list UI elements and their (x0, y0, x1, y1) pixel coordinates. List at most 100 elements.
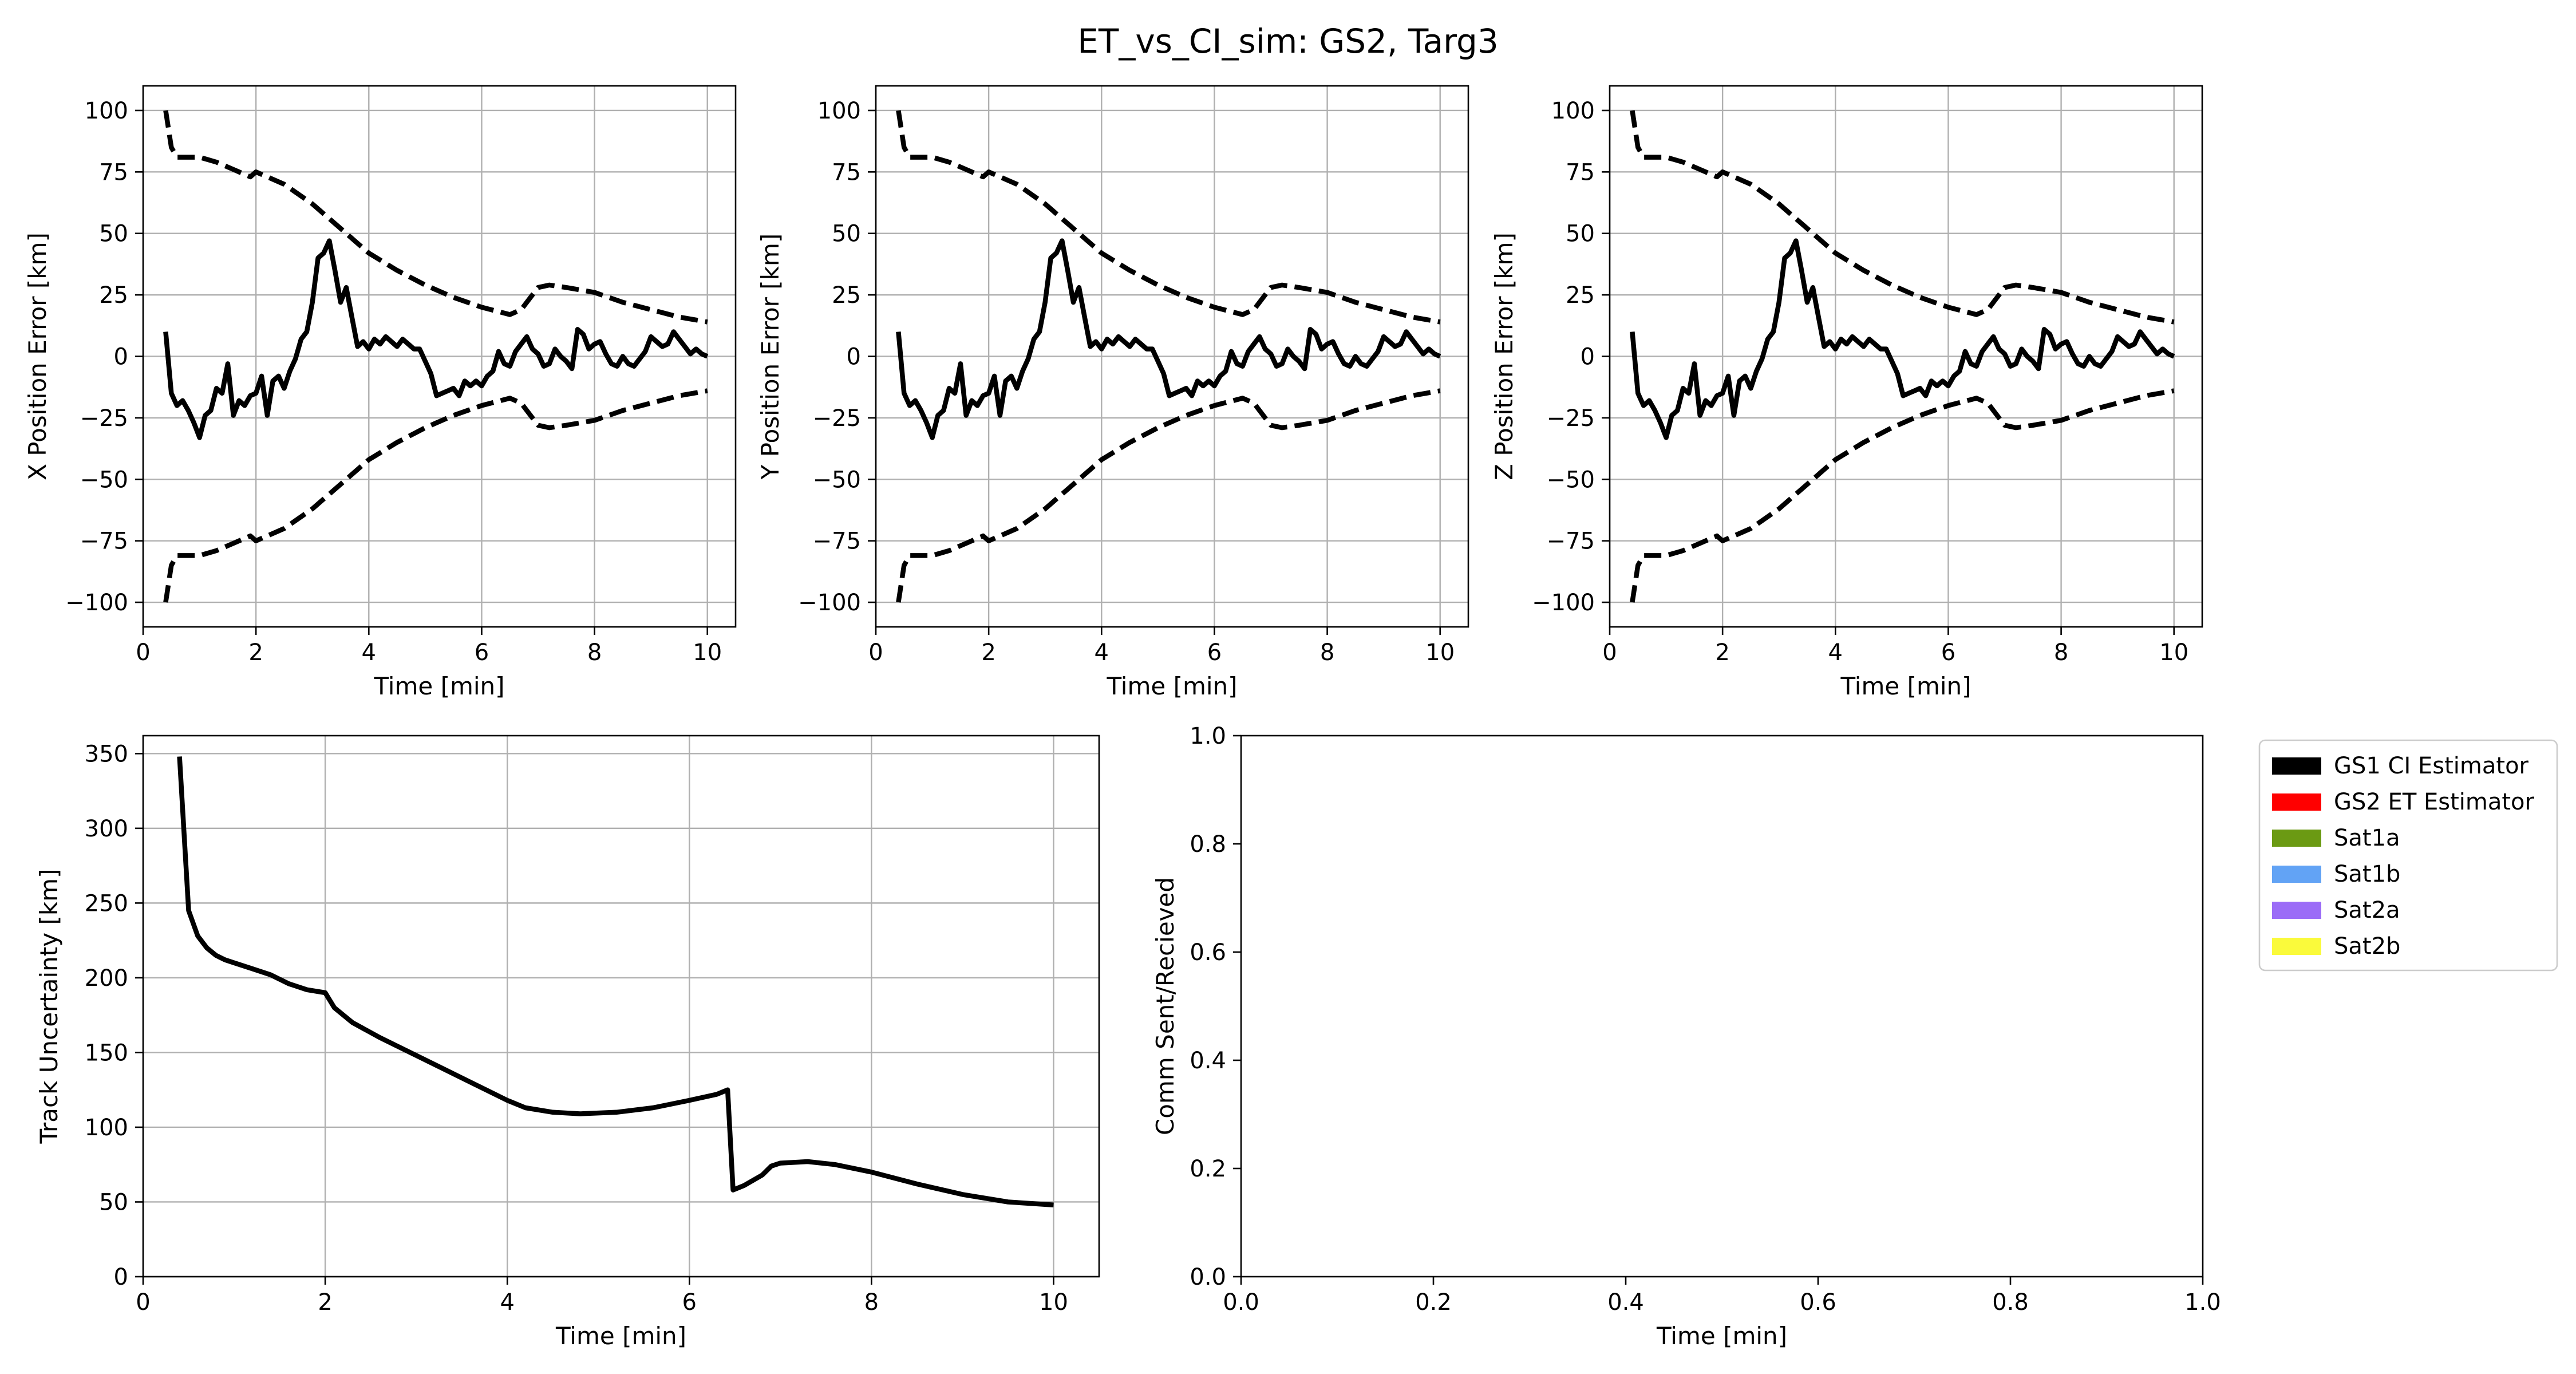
legend-swatch (2272, 757, 2321, 775)
y-tick-label: 50 (99, 221, 128, 247)
lower-bound-line (896, 388, 1441, 603)
y-tick-label: 25 (832, 282, 861, 309)
y-tick-label: −25 (80, 405, 128, 432)
legend-frame (2258, 739, 2558, 972)
x-tick-label: 6 (475, 639, 489, 666)
y-tick-label: 50 (99, 1189, 128, 1215)
y-tick-label: 150 (85, 1040, 128, 1066)
figure-title: ET_vs_CI_sim: GS2, Targ3 (1077, 22, 1498, 61)
y-tick-label: 200 (85, 965, 128, 992)
legend-label: GS1 CI Estimator (2334, 753, 2529, 779)
x-tick-label: 2 (318, 1289, 332, 1316)
legend-swatch (2272, 830, 2321, 847)
y-tick-label: 0.4 (1190, 1048, 1226, 1074)
x-tick-label: 2 (248, 639, 263, 666)
y-tick-label: 100 (1551, 98, 1595, 124)
x-tick-label: 0.4 (1607, 1289, 1644, 1316)
x-tick-label: 0.0 (1223, 1289, 1259, 1316)
y-tick-label: 300 (85, 816, 128, 842)
x-tick-label: 0 (868, 639, 883, 666)
y-tick-label: −100 (798, 590, 861, 616)
y-position-error-panel: 0 2 4 6 8 10 100 75 50 25 0 −25 −50 −75 −100 Time [min]… (756, 85, 1469, 700)
x-tick-label: 1.0 (2184, 1289, 2221, 1316)
y-tick-label: 250 (85, 890, 128, 917)
x-tick-label: 2 (981, 639, 995, 666)
y-tick-label: −100 (1532, 590, 1595, 616)
x-tick-label: 6 (682, 1289, 697, 1316)
x-tick-label: 10 (1039, 1289, 1068, 1316)
x-axis-label: Time [min] (555, 1322, 686, 1350)
y-axis-label: Comm Sent/Recieved (1151, 877, 1179, 1135)
y-axis-label: Z Position Error [km] (1490, 232, 1518, 480)
x-tick-label: 8 (864, 1289, 879, 1316)
x-tick-label: 8 (2054, 639, 2068, 666)
x-tick-label: 0 (1602, 639, 1617, 666)
x-tick-label: 2 (1715, 639, 1729, 666)
upper-bound-line (896, 110, 1441, 325)
y-tick-label: −100 (65, 590, 128, 616)
y-tick-label: 0.6 (1190, 939, 1226, 966)
y-tick-label: 0 (1581, 344, 1595, 370)
y-tick-label: 0 (114, 1264, 128, 1290)
legend-label: Sat1b (2334, 861, 2400, 887)
legend-swatch (2272, 866, 2321, 883)
y-tick-label: 50 (832, 221, 861, 247)
legend-label: Sat2b (2334, 933, 2400, 960)
x-tick-label: 10 (1425, 639, 1455, 666)
x-axis-label: Time [min] (1106, 672, 1237, 700)
x-tick-label: 0 (136, 639, 150, 666)
y-tick-label: −75 (813, 528, 861, 555)
x-tick-label: 8 (587, 639, 602, 666)
y-tick-label: 0 (847, 344, 861, 370)
x-tick-label: 0 (136, 1289, 150, 1316)
y-tick-label: 0.0 (1190, 1264, 1226, 1290)
legend-swatch (2272, 902, 2321, 919)
y-tick-label: −25 (813, 405, 861, 432)
x-axis-label: Time [min] (373, 672, 504, 700)
x-tick-label: 4 (1828, 639, 1843, 666)
x-axis-label: Time [min] (1840, 672, 1971, 700)
x-position-error-panel: 0 2 4 6 8 10 100 75 50 25 0 −25 −50 −75 −100 Time [min]… (23, 85, 737, 700)
comm-sent-received-panel: 0.0 0.2 0.4 0.6 0.8 1.0 0.0 0.2 0.4 0.6 0.8 1.0 Time… (1151, 723, 2558, 1350)
y-axis-label: Y Position Error [km] (756, 234, 784, 480)
y-axis-label: Track Uncertainty [km] (35, 869, 63, 1144)
y-tick-label: 25 (99, 282, 128, 309)
legend-swatch (2272, 793, 2321, 811)
x-tick-label: 10 (2159, 639, 2188, 666)
legend: GS1 CI Estimator GS2 ET Estimator Sat1a Sat… (2258, 739, 2558, 972)
y-tick-label: 1.0 (1190, 723, 1226, 749)
x-axis-label: Time [min] (1656, 1322, 1787, 1350)
y-tick-label: −50 (813, 467, 861, 493)
lower-bound-line (1630, 388, 2175, 603)
y-tick-label: 100 (85, 98, 128, 124)
error-line (163, 238, 709, 440)
y-tick-label: 75 (1566, 159, 1595, 185)
z-position-error-panel: 0 2 4 6 8 10 100 75 50 25 0 −25 −50 −75 −100 Time [min]… (1490, 85, 2203, 700)
y-tick-label: −50 (80, 467, 128, 493)
legend-label: GS2 ET Estimator (2334, 789, 2535, 815)
y-axis-label: X Position Error [km] (23, 232, 52, 480)
y-tick-label: 0.2 (1190, 1156, 1226, 1182)
y-tick-label: −75 (80, 528, 128, 555)
y-tick-label: 50 (1566, 221, 1595, 247)
legend-label: Sat1a (2334, 825, 2400, 851)
legend-label: Sat2a (2334, 897, 2400, 923)
lower-bound-line (163, 388, 708, 603)
y-tick-label: −25 (1547, 405, 1595, 432)
x-tick-label: 4 (362, 639, 376, 666)
x-tick-label: 10 (693, 639, 722, 666)
x-tick-label: 4 (1095, 639, 1109, 666)
y-tick-label: 350 (85, 741, 128, 767)
x-tick-label: 8 (1320, 639, 1334, 666)
y-tick-label: 0.8 (1190, 831, 1226, 858)
x-tick-label: 6 (1941, 639, 1955, 666)
y-tick-label: 75 (832, 159, 861, 185)
x-tick-label: 0.6 (1800, 1289, 1836, 1316)
upper-bound-line (1630, 110, 2175, 325)
y-tick-label: 100 (817, 98, 861, 124)
upper-bound-line (163, 110, 708, 325)
x-tick-label: 0.2 (1415, 1289, 1452, 1316)
